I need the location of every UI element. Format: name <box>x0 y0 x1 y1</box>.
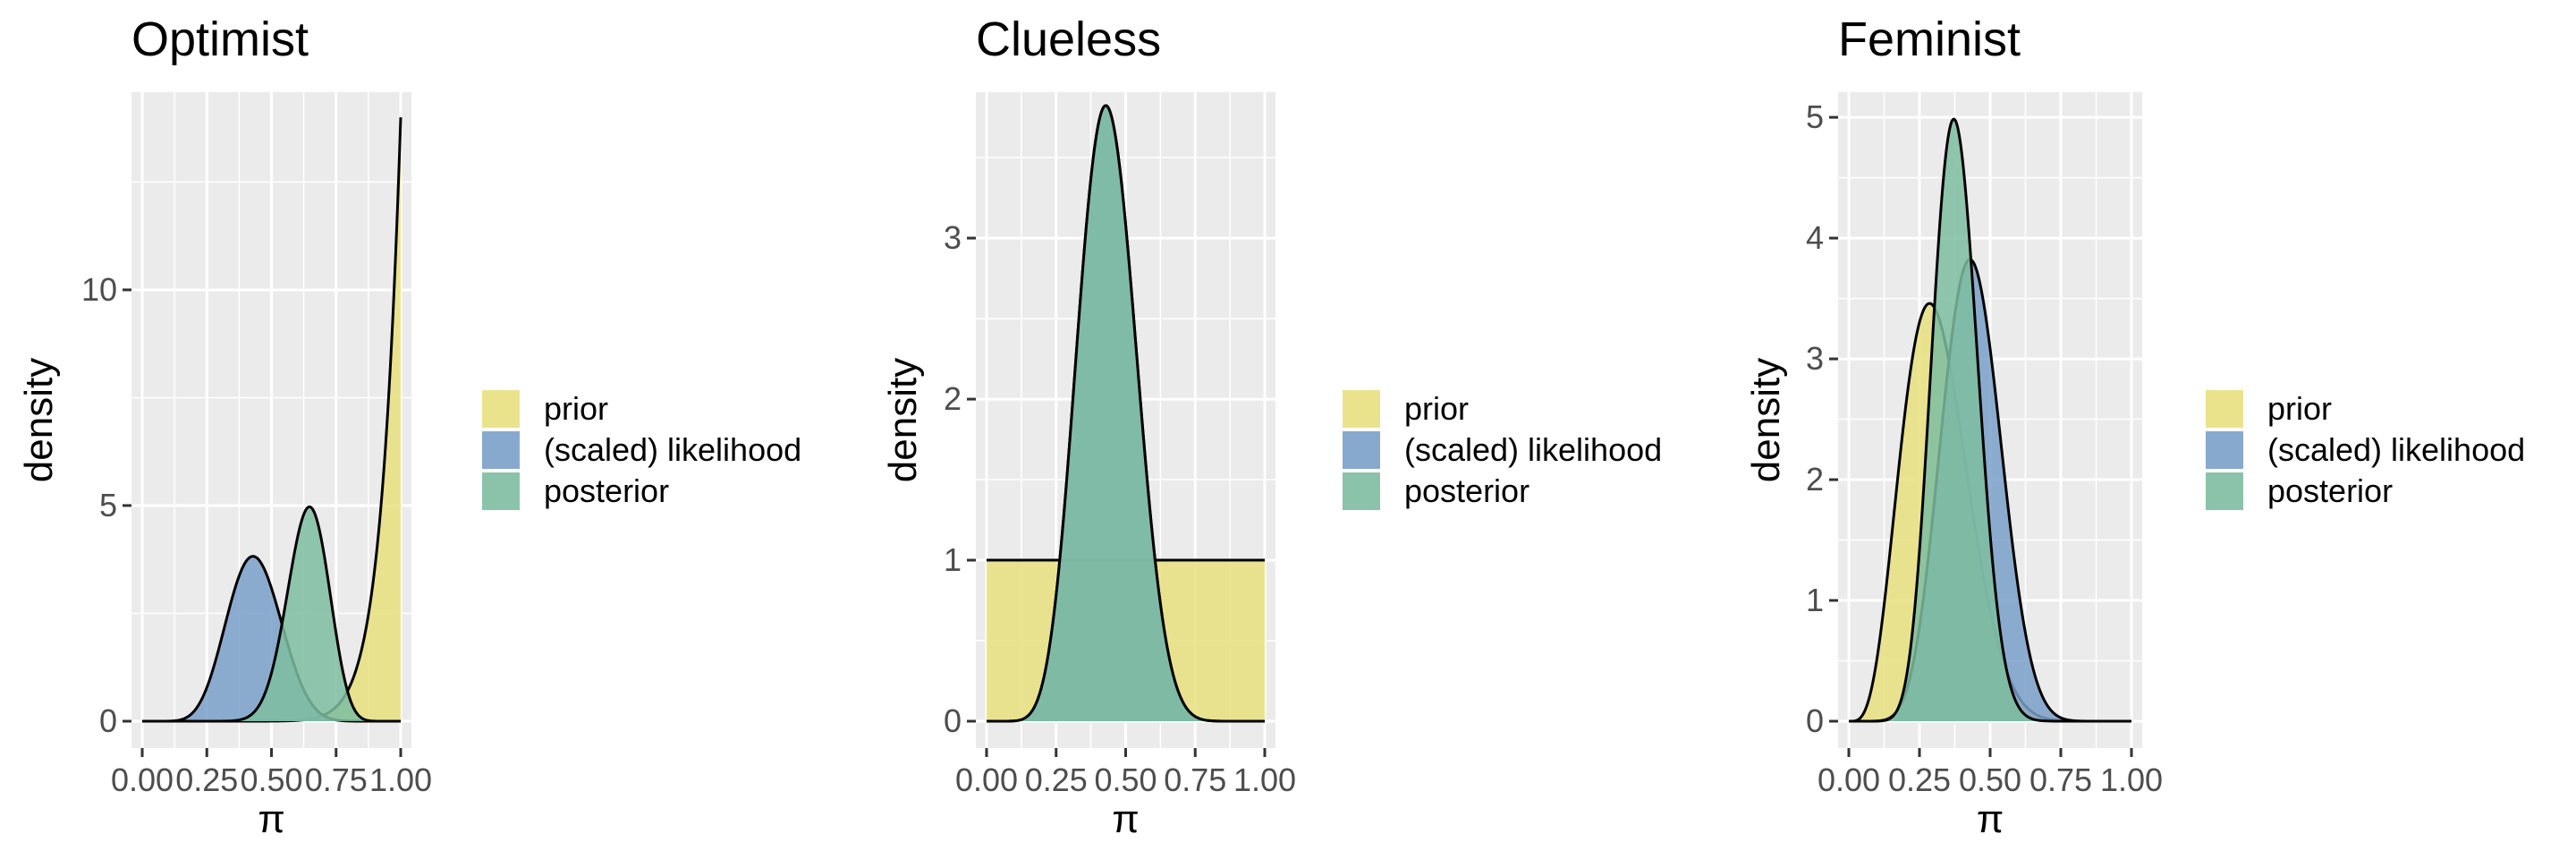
legend-label: prior <box>544 390 608 427</box>
y-tick-label: 0 <box>944 702 962 739</box>
legend-key <box>1341 388 1382 430</box>
x-tick-label: 1.00 <box>1233 761 1296 798</box>
legend-label: posterior <box>544 472 669 509</box>
panel-title: Optimist <box>131 13 309 66</box>
y-tick-label: 2 <box>1806 461 1824 498</box>
panel-title: Feminist <box>1838 13 2021 66</box>
x-tick-label: 0.50 <box>1094 761 1157 798</box>
legend-label: posterior <box>2267 472 2393 509</box>
x-tick-label: 0.75 <box>305 761 368 798</box>
legend-label: (scaled) likelihood <box>2267 431 2525 468</box>
y-axis-title: density <box>17 358 61 482</box>
y-tick-label: 4 <box>1806 219 1824 256</box>
panel-optimist: 0 5 10 0.00 0.25 0.50 0.75 1.00 Optimist π density… <box>17 13 801 841</box>
legend-key <box>1341 430 1382 471</box>
y-axis-title: density <box>881 358 925 482</box>
x-tick-label: 0.25 <box>1888 761 1951 798</box>
legend-key <box>2204 430 2245 471</box>
legend-label: prior <box>1404 390 1469 427</box>
density-curves <box>1849 117 2131 723</box>
legend-label: (scaled) likelihood <box>544 431 801 468</box>
x-tick-label: 0.50 <box>1959 761 2021 798</box>
density-curves <box>142 117 402 723</box>
legend: prior (scaled) likelihood posterior <box>1341 388 1662 512</box>
line-posterior <box>142 505 401 723</box>
y-tick-label: 0 <box>99 702 117 739</box>
area-posterior <box>1849 119 2131 721</box>
y-tick-label: 1 <box>944 541 962 578</box>
y-tick-label: 5 <box>1806 98 1824 135</box>
density-curves <box>987 104 1265 723</box>
area-scaled-likelihood <box>1849 259 2131 721</box>
x-tick-label: 0.25 <box>1025 761 1088 798</box>
legend: prior (scaled) likelihood posterior <box>480 388 801 512</box>
x-tick-label: 0.00 <box>111 761 174 798</box>
x-tick-label: 0.75 <box>1164 761 1226 798</box>
line-posterior <box>1849 117 2131 723</box>
line-posterior <box>987 104 1265 723</box>
legend-label: posterior <box>1404 472 1530 509</box>
area-scaled-likelihood <box>142 556 401 721</box>
area-posterior <box>987 105 1265 722</box>
y-tick-label: 3 <box>944 219 962 256</box>
y-tick-label: 3 <box>1806 340 1824 377</box>
x-tick-label: 0.25 <box>175 761 238 798</box>
x-axis-title: π <box>258 797 284 841</box>
y-tick-label: 10 <box>81 271 117 308</box>
x-tick-label: 0.50 <box>240 761 302 798</box>
y-tick-label: 0 <box>1806 702 1824 739</box>
legend-key <box>480 388 521 430</box>
legend-key <box>2204 388 2245 430</box>
legend: prior (scaled) likelihood posterior <box>2204 388 2525 512</box>
legend-key <box>480 430 521 471</box>
y-axis-title: density <box>1744 358 1788 482</box>
y-tick-label: 2 <box>944 380 962 417</box>
area-posterior <box>142 506 401 721</box>
panel-title: Clueless <box>976 13 1161 66</box>
x-axis-title: π <box>1112 797 1139 841</box>
x-tick-label: 0.00 <box>1818 761 1880 798</box>
legend-key <box>1341 471 1382 512</box>
legend-key <box>480 471 521 512</box>
x-tick-label: 1.00 <box>2100 761 2163 798</box>
legend-label: prior <box>2267 390 2332 427</box>
legend-label: (scaled) likelihood <box>1404 431 1662 468</box>
x-tick-label: 1.00 <box>369 761 432 798</box>
y-tick-label: 5 <box>99 487 117 523</box>
x-tick-label: 0.75 <box>2029 761 2092 798</box>
y-tick-label: 1 <box>1806 582 1824 618</box>
legend-key <box>2204 471 2245 512</box>
area-prior <box>142 117 401 721</box>
x-axis-title: π <box>1977 797 2004 841</box>
panel-clueless: 0 1 2 3 0.00 0.25 0.50 0.75 1.00 Clueless π density… <box>881 13 1662 841</box>
x-tick-label: 0.00 <box>955 761 1018 798</box>
panel-feminist: 0 1 2 3 4 5 0.00 0.25 0.50 0.75 1.00 Feminist π densi… <box>1744 13 2525 841</box>
